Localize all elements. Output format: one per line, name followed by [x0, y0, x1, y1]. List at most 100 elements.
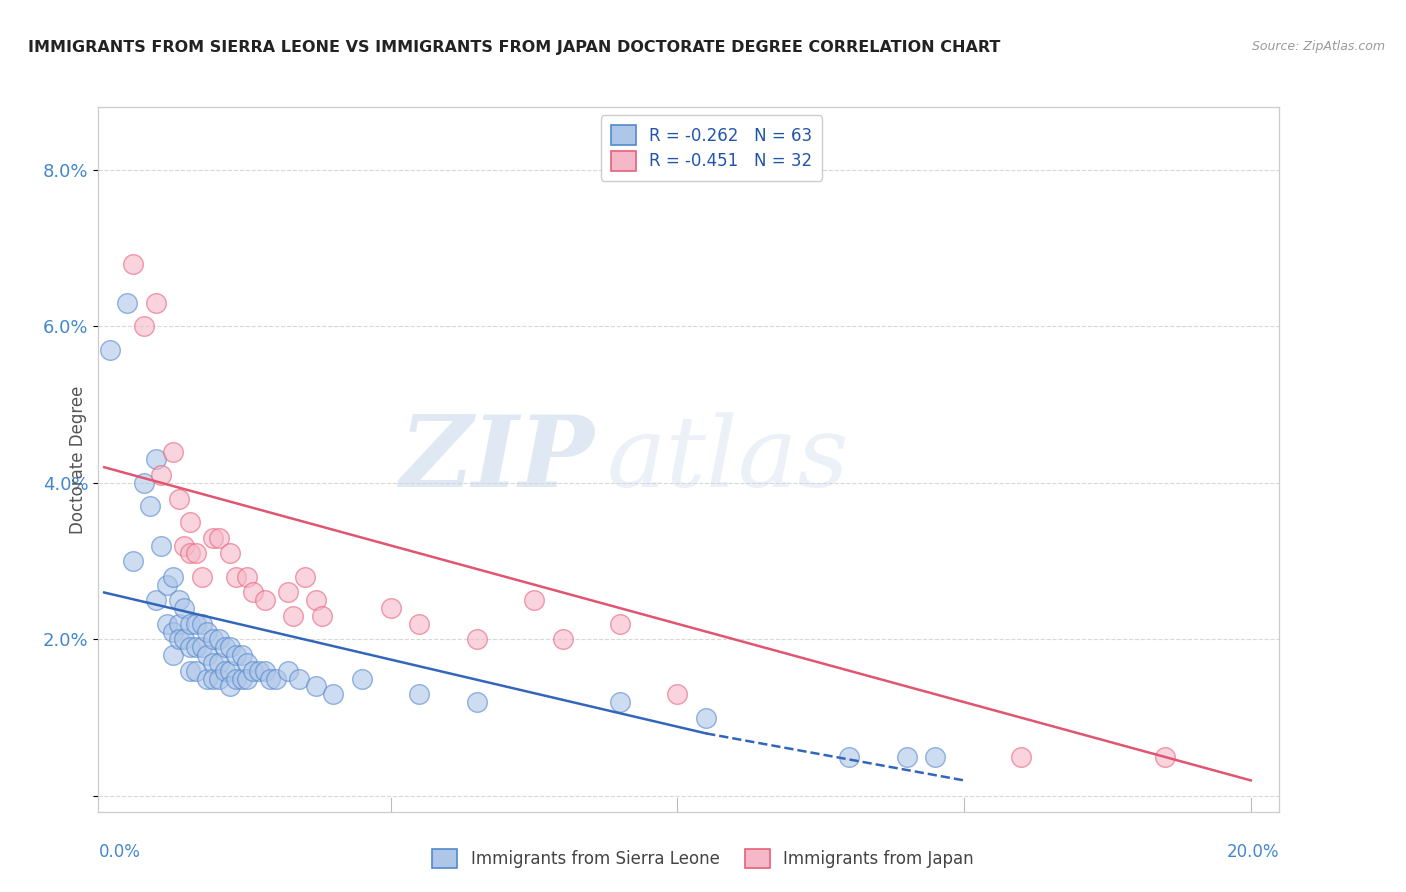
Point	[156, 616, 179, 631]
Point	[231, 648, 253, 662]
Point	[173, 601, 195, 615]
Point	[1011, 750, 1033, 764]
Point	[523, 593, 546, 607]
Point	[225, 570, 247, 584]
Point	[162, 570, 184, 584]
Point	[202, 632, 225, 647]
Point	[190, 570, 212, 584]
Point	[219, 640, 242, 655]
Point	[134, 475, 156, 490]
Point	[242, 585, 264, 599]
Point	[179, 616, 201, 631]
Point	[666, 687, 689, 701]
Point	[277, 664, 299, 678]
Point	[352, 672, 374, 686]
Point	[145, 295, 167, 310]
Point	[202, 656, 225, 670]
Y-axis label: Doctorate Degree: Doctorate Degree	[69, 385, 87, 533]
Point	[225, 648, 247, 662]
Point	[156, 577, 179, 591]
Legend: R = -0.262   N = 63, R = -0.451   N = 32: R = -0.262 N = 63, R = -0.451 N = 32	[600, 115, 823, 180]
Point	[162, 648, 184, 662]
Point	[236, 570, 259, 584]
Point	[305, 593, 328, 607]
Point	[145, 593, 167, 607]
Point	[236, 672, 259, 686]
Point	[294, 570, 316, 584]
Point	[380, 601, 402, 615]
Point	[179, 515, 201, 529]
Point	[695, 711, 717, 725]
Point	[134, 319, 156, 334]
Point	[184, 640, 207, 655]
Point	[121, 257, 143, 271]
Point	[202, 672, 225, 686]
Point	[195, 624, 218, 639]
Legend: Immigrants from Sierra Leone, Immigrants from Japan: Immigrants from Sierra Leone, Immigrants…	[426, 842, 980, 875]
Point	[190, 616, 212, 631]
Text: ZIP: ZIP	[399, 411, 595, 508]
Point	[219, 546, 242, 560]
Point	[609, 616, 631, 631]
Point	[208, 531, 231, 545]
Point	[277, 585, 299, 599]
Point	[609, 695, 631, 709]
Point	[924, 750, 946, 764]
Point	[208, 672, 231, 686]
Text: 0.0%: 0.0%	[98, 843, 141, 861]
Point	[208, 656, 231, 670]
Point	[322, 687, 344, 701]
Point	[167, 616, 190, 631]
Point	[190, 640, 212, 655]
Point	[288, 672, 311, 686]
Point	[236, 656, 259, 670]
Text: IMMIGRANTS FROM SIERRA LEONE VS IMMIGRANTS FROM JAPAN DOCTORATE DEGREE CORRELATI: IMMIGRANTS FROM SIERRA LEONE VS IMMIGRAN…	[28, 40, 1001, 55]
Point	[214, 640, 236, 655]
Point	[465, 695, 488, 709]
Point	[179, 546, 201, 560]
Point	[162, 444, 184, 458]
Point	[219, 680, 242, 694]
Point	[242, 664, 264, 678]
Point	[551, 632, 574, 647]
Point	[167, 491, 190, 506]
Point	[150, 468, 173, 483]
Point	[115, 295, 138, 310]
Point	[184, 664, 207, 678]
Point	[231, 672, 253, 686]
Point	[253, 593, 276, 607]
Point	[150, 539, 173, 553]
Point	[162, 624, 184, 639]
Point	[896, 750, 918, 764]
Point	[202, 531, 225, 545]
Point	[838, 750, 860, 764]
Point	[184, 546, 207, 560]
Point	[184, 616, 207, 631]
Point	[173, 539, 195, 553]
Point	[195, 648, 218, 662]
Point	[179, 664, 201, 678]
Point	[259, 672, 281, 686]
Point	[253, 664, 276, 678]
Text: Source: ZipAtlas.com: Source: ZipAtlas.com	[1251, 40, 1385, 54]
Point	[173, 632, 195, 647]
Point	[208, 632, 231, 647]
Point	[305, 680, 328, 694]
Text: 20.0%: 20.0%	[1227, 843, 1279, 861]
Point	[465, 632, 488, 647]
Point	[408, 687, 430, 701]
Point	[121, 554, 143, 568]
Point	[264, 672, 287, 686]
Point	[225, 672, 247, 686]
Point	[98, 343, 121, 357]
Point	[247, 664, 270, 678]
Point	[1153, 750, 1175, 764]
Point	[139, 500, 162, 514]
Point	[179, 640, 201, 655]
Text: atlas: atlas	[606, 412, 849, 507]
Point	[167, 632, 190, 647]
Point	[219, 664, 242, 678]
Point	[195, 672, 218, 686]
Point	[214, 664, 236, 678]
Point	[311, 609, 333, 624]
